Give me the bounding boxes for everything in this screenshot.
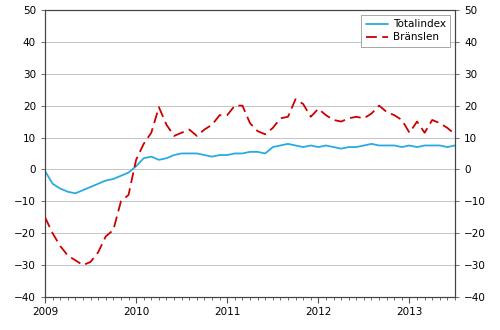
Totalindex — [148, 155, 154, 159]
Bränslen — [126, 193, 132, 197]
Bränslen — [292, 97, 298, 101]
Totalindex — [452, 144, 458, 148]
Totalindex — [126, 171, 132, 175]
Totalindex — [444, 145, 450, 149]
Totalindex — [285, 142, 291, 146]
Bränslen — [452, 132, 458, 136]
Totalindex — [422, 144, 428, 148]
Totalindex — [95, 182, 101, 186]
Totalindex — [42, 169, 48, 173]
Legend: Totalindex, Bränslen: Totalindex, Bränslen — [362, 15, 450, 47]
Bränslen — [80, 263, 86, 267]
Bränslen — [202, 128, 207, 132]
Bränslen — [444, 126, 450, 130]
Bränslen — [42, 215, 48, 219]
Line: Bränslen: Bränslen — [45, 99, 455, 265]
Totalindex — [202, 153, 207, 157]
Line: Totalindex: Totalindex — [45, 144, 455, 193]
Totalindex — [72, 191, 78, 195]
Bränslen — [422, 131, 428, 135]
Bränslen — [95, 250, 101, 254]
Bränslen — [148, 131, 154, 135]
